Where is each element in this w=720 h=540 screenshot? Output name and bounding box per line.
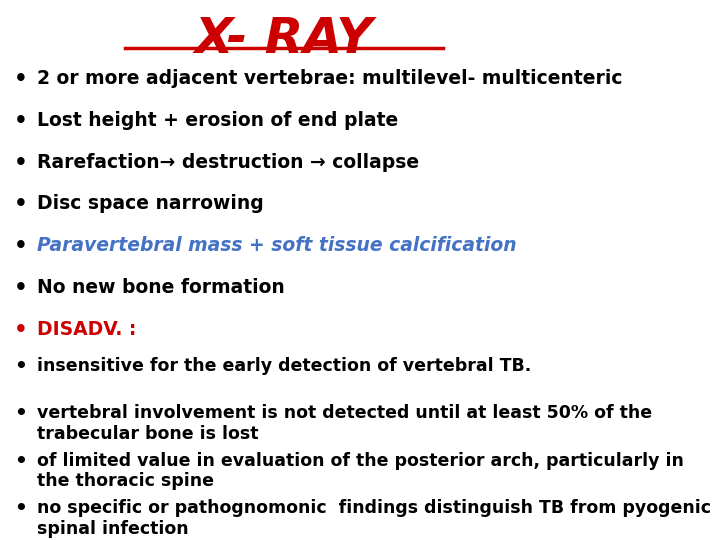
Text: •: • [14, 111, 28, 131]
Text: of limited value in evaluation of the posterior arch, particularly in
the thorac: of limited value in evaluation of the po… [37, 451, 684, 490]
Text: Disc space narrowing: Disc space narrowing [37, 194, 264, 213]
Text: •: • [14, 69, 28, 89]
Text: vertebral involvement is not detected until at least 50% of the
trabecular bone : vertebral involvement is not detected un… [37, 404, 652, 443]
Text: insensitive for the early detection of vertebral TB.: insensitive for the early detection of v… [37, 357, 531, 375]
Text: Rarefaction→ destruction → collapse: Rarefaction→ destruction → collapse [37, 153, 419, 172]
Text: •: • [14, 451, 27, 471]
Text: Paravertebral mass + soft tissue calcification: Paravertebral mass + soft tissue calcifi… [37, 237, 516, 255]
Text: DISADV. :: DISADV. : [37, 320, 136, 339]
Text: •: • [14, 320, 28, 340]
Text: •: • [14, 153, 28, 173]
Text: 2 or more adjacent vertebrae: multilevel- multicenteric: 2 or more adjacent vertebrae: multilevel… [37, 69, 622, 88]
Text: •: • [14, 357, 27, 376]
Text: Lost height + erosion of end plate: Lost height + erosion of end plate [37, 111, 398, 130]
Text: •: • [14, 499, 27, 518]
Text: no specific or pathognomonic  findings distinguish TB from pyogenic
spinal infec: no specific or pathognomonic findings di… [37, 499, 711, 538]
Text: X- RAY: X- RAY [194, 15, 373, 63]
Text: No new bone formation: No new bone formation [37, 278, 284, 297]
Text: •: • [14, 194, 28, 214]
Text: •: • [14, 404, 27, 423]
Text: •: • [14, 237, 28, 256]
Text: •: • [14, 278, 28, 298]
